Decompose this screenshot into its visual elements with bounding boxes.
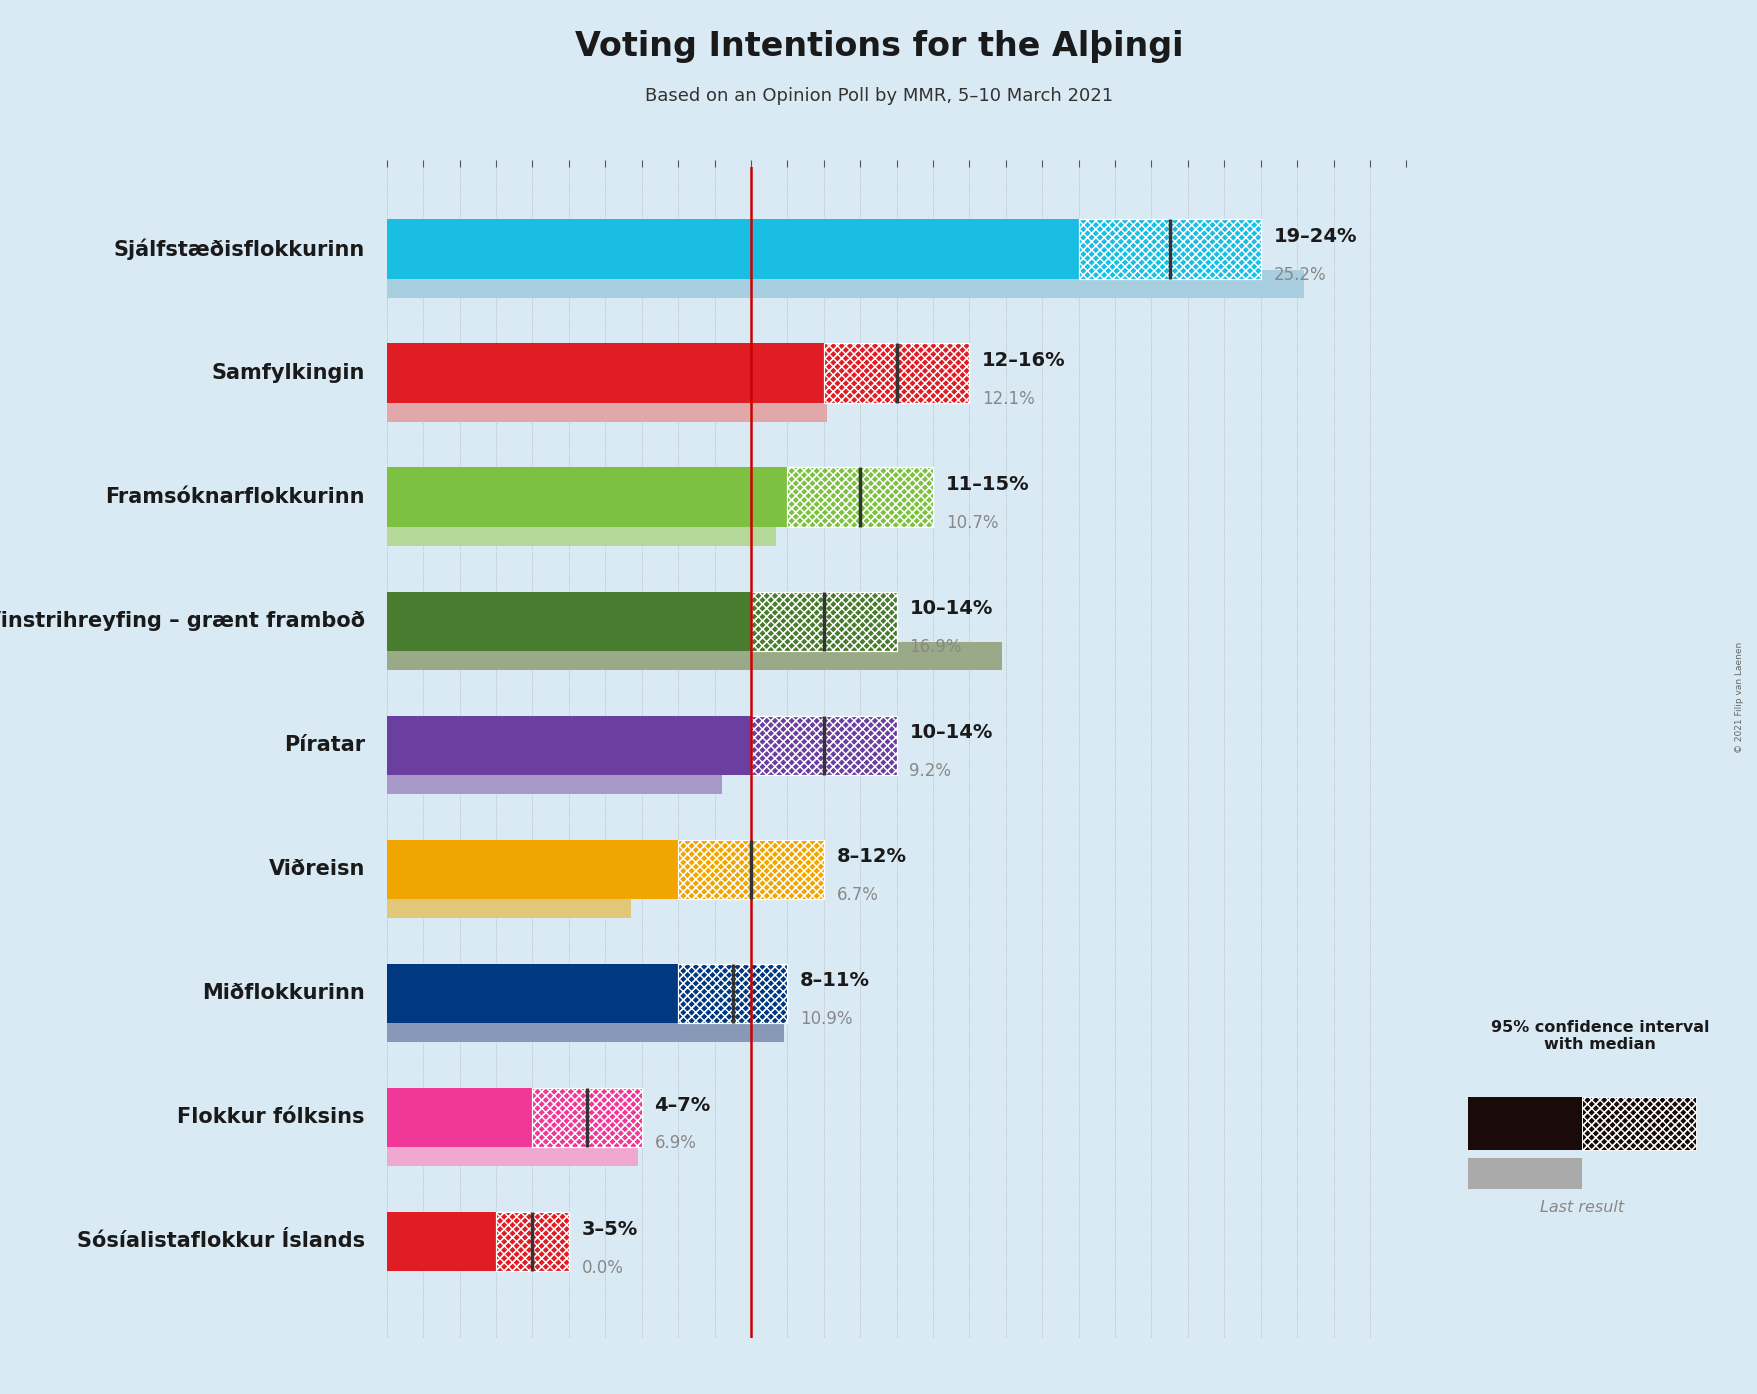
Bar bbox=[787, 467, 933, 527]
Bar bbox=[750, 591, 896, 651]
Text: Flokkur fólksins: Flokkur fólksins bbox=[177, 1107, 365, 1128]
Bar bbox=[387, 1015, 784, 1041]
Text: 10–14%: 10–14% bbox=[908, 723, 993, 743]
Bar bbox=[387, 1087, 532, 1147]
Bar bbox=[787, 467, 933, 527]
Text: 95% confidence interval
with median: 95% confidence interval with median bbox=[1490, 1020, 1708, 1052]
Text: 3–5%: 3–5% bbox=[582, 1220, 638, 1239]
Text: 8–12%: 8–12% bbox=[836, 848, 907, 867]
Bar bbox=[495, 1211, 569, 1271]
Bar bbox=[495, 1211, 569, 1271]
Text: 0.0%: 0.0% bbox=[582, 1259, 624, 1277]
Bar bbox=[387, 591, 750, 651]
Text: Viðreisn: Viðreisn bbox=[269, 859, 365, 880]
Bar bbox=[1079, 219, 1260, 279]
Text: Sósíalistaflokkur Íslands: Sósíalistaflokkur Íslands bbox=[77, 1231, 365, 1252]
Text: Vinstrihreyfing – grænt framboð: Vinstrihreyfing – grænt framboð bbox=[0, 612, 365, 631]
Text: Sjálfstæðisflokkurinn: Sjálfstæðisflokkurinn bbox=[114, 238, 365, 259]
Bar bbox=[387, 519, 777, 545]
Text: Samfylkingin: Samfylkingin bbox=[211, 364, 365, 383]
Bar bbox=[387, 891, 631, 917]
Bar bbox=[387, 767, 722, 793]
Text: Last result: Last result bbox=[1539, 1200, 1623, 1216]
Bar bbox=[387, 715, 750, 775]
Bar bbox=[387, 839, 678, 899]
Text: Píratar: Píratar bbox=[283, 735, 365, 756]
Text: 10.7%: 10.7% bbox=[945, 514, 998, 533]
Text: 12.1%: 12.1% bbox=[982, 390, 1035, 408]
Bar bbox=[750, 715, 896, 775]
Bar bbox=[532, 1087, 641, 1147]
Text: 11–15%: 11–15% bbox=[945, 475, 1030, 495]
Bar bbox=[387, 343, 824, 403]
Text: 12–16%: 12–16% bbox=[982, 351, 1065, 371]
Bar bbox=[824, 343, 968, 403]
Bar bbox=[750, 715, 896, 775]
Bar bbox=[387, 219, 1079, 279]
Bar bbox=[387, 1139, 638, 1165]
Text: 8–11%: 8–11% bbox=[799, 972, 870, 991]
Text: Voting Intentions for the Alþingi: Voting Intentions for the Alþingi bbox=[575, 29, 1182, 63]
Text: Framsóknarflokkurinn: Framsóknarflokkurinn bbox=[105, 488, 365, 507]
Bar bbox=[387, 963, 678, 1023]
Bar bbox=[387, 643, 1001, 669]
Bar bbox=[387, 395, 828, 421]
Bar bbox=[678, 963, 787, 1023]
Bar bbox=[678, 839, 824, 899]
Bar bbox=[387, 270, 1304, 297]
Text: 19–24%: 19–24% bbox=[1272, 227, 1356, 247]
Bar bbox=[678, 839, 824, 899]
Text: 6.7%: 6.7% bbox=[836, 887, 878, 905]
Bar bbox=[824, 343, 968, 403]
Bar bbox=[532, 1087, 641, 1147]
Bar bbox=[1079, 219, 1260, 279]
Text: 4–7%: 4–7% bbox=[654, 1096, 710, 1115]
Text: 9.2%: 9.2% bbox=[908, 763, 951, 781]
Bar bbox=[678, 963, 787, 1023]
Bar bbox=[750, 591, 896, 651]
Text: 25.2%: 25.2% bbox=[1272, 266, 1325, 284]
Bar bbox=[387, 467, 787, 527]
Text: © 2021 Filip van Laenen: © 2021 Filip van Laenen bbox=[1734, 641, 1743, 753]
Text: Based on an Opinion Poll by MMR, 5–10 March 2021: Based on an Opinion Poll by MMR, 5–10 Ma… bbox=[645, 86, 1112, 105]
Text: 10.9%: 10.9% bbox=[799, 1011, 852, 1029]
Text: Miðflokkurinn: Miðflokkurinn bbox=[202, 983, 365, 1004]
Text: 6.9%: 6.9% bbox=[654, 1135, 696, 1153]
Text: 16.9%: 16.9% bbox=[908, 638, 961, 657]
Bar bbox=[387, 1211, 495, 1271]
Text: 10–14%: 10–14% bbox=[908, 599, 993, 619]
